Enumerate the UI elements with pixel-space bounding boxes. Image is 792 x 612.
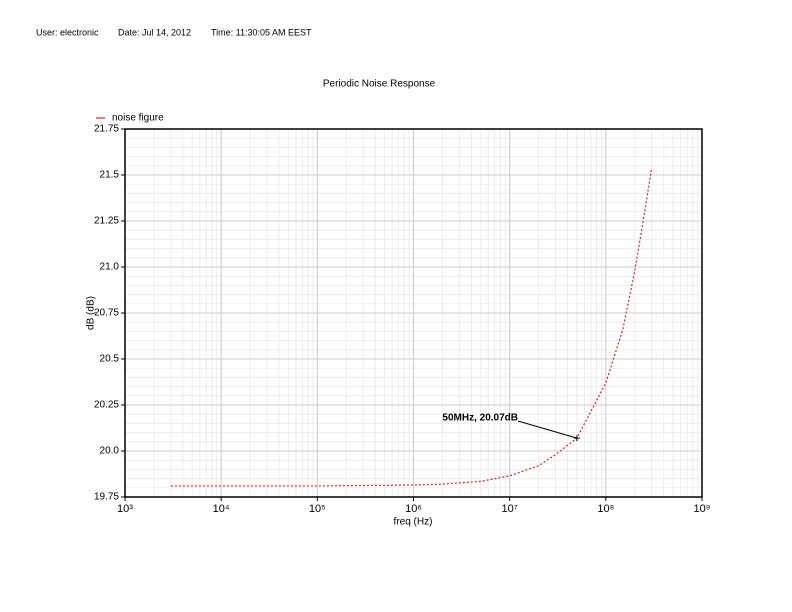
y-tick-label: 21.25 bbox=[94, 216, 119, 227]
y-tick-label: 20.0 bbox=[100, 446, 120, 457]
x-tick-label: 10⁴ bbox=[213, 503, 230, 515]
y-tick-label: 20.75 bbox=[94, 308, 119, 319]
annotation-label: 50MHz, 20.07dB bbox=[442, 413, 518, 424]
y-tick-label: 20.5 bbox=[100, 354, 120, 365]
x-axis-label: freq (Hz) bbox=[394, 517, 433, 528]
x-tick-label: 10³ bbox=[117, 503, 133, 515]
y-tick-label: 21.5 bbox=[100, 170, 120, 181]
header-user: User: electronic bbox=[36, 27, 99, 37]
header-time: Time: 11:30:05 AM EEST bbox=[211, 27, 312, 37]
header-date: Date: Jul 14, 2012 bbox=[118, 27, 191, 37]
x-tick-label: 10⁵ bbox=[309, 503, 326, 515]
annotation-leader bbox=[517, 420, 578, 439]
plot-frame bbox=[124, 128, 703, 498]
x-tick-label: 10⁶ bbox=[405, 503, 422, 515]
legend-label: noise figure bbox=[112, 113, 164, 124]
x-tick-label: 10⁹ bbox=[694, 503, 711, 515]
x-tick-label: 10⁸ bbox=[597, 503, 614, 515]
y-tick-label: 19.75 bbox=[94, 492, 119, 503]
y-axis-label: dB (dB) bbox=[86, 296, 97, 330]
annotation-marker bbox=[573, 435, 580, 442]
y-tick-label: 21.0 bbox=[100, 262, 120, 273]
chart-title: Periodic Noise Response bbox=[323, 79, 436, 90]
y-tick-label: 21.75 bbox=[94, 124, 119, 135]
x-tick-label: 10⁷ bbox=[502, 503, 518, 515]
y-tick-label: 20.25 bbox=[94, 400, 119, 411]
